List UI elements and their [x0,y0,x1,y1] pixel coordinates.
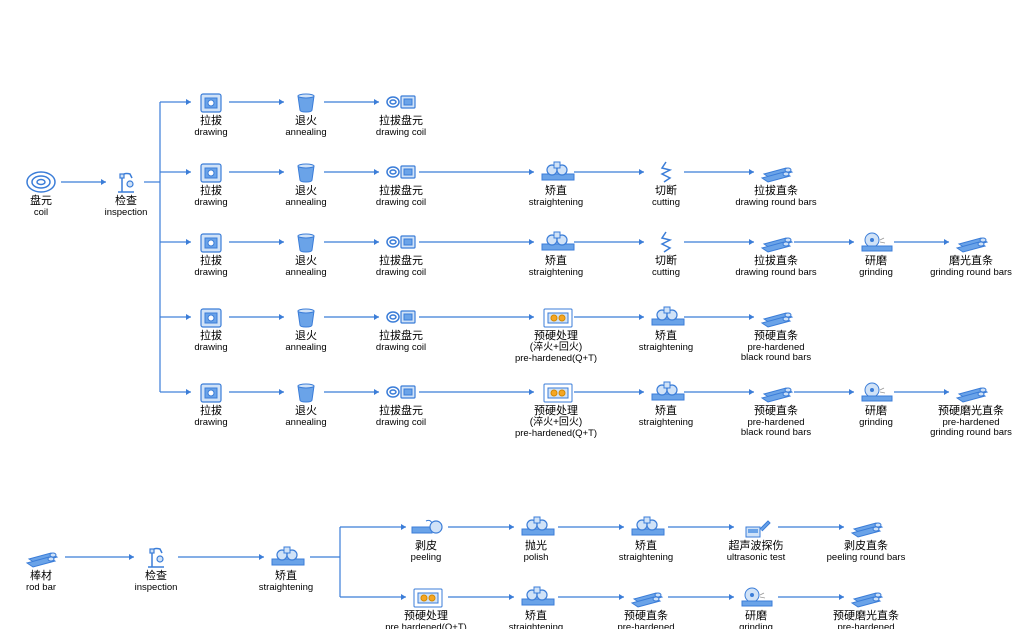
svg-text:拉拔盘元: 拉拔盘元 [379,113,423,127]
svg-text:矫直: 矫直 [545,183,567,197]
svg-text:ultrasonic test: ultrasonic test [727,552,786,563]
svg-text:rod bar: rod bar [26,582,56,593]
svg-text:grinding: grinding [859,417,893,428]
svg-text:pre-hardened: pre-hardened [617,622,674,629]
svg-text:抛光: 抛光 [525,538,547,552]
svg-text:研磨: 研磨 [745,609,767,622]
svg-text:拉拔直条: 拉拔直条 [754,183,798,197]
svg-text:drawing: drawing [194,197,227,208]
svg-text:black round bars: black round bars [741,427,811,438]
svg-text:退火: 退火 [295,404,317,417]
svg-text:拉拔: 拉拔 [200,328,222,342]
svg-text:straightening: straightening [529,197,583,208]
svg-text:(淬火+回火): (淬火+回火) [530,340,583,353]
svg-text:cutting: cutting [652,197,680,208]
svg-text:超声波探伤: 超声波探伤 [729,538,784,552]
svg-text:拉拔盘元: 拉拔盘元 [379,253,423,267]
svg-text:矫直: 矫直 [525,608,547,622]
svg-text:研磨: 研磨 [865,404,887,417]
svg-text:剥皮: 剥皮 [415,539,437,552]
svg-text:inspection: inspection [135,582,178,593]
svg-text:切断: 切断 [655,253,677,267]
svg-text:棒材: 棒材 [30,568,52,582]
svg-text:drawing coil: drawing coil [376,417,426,428]
svg-text:检查: 检查 [145,568,167,582]
svg-text:drawing: drawing [194,267,227,278]
svg-text:coil: coil [34,207,48,218]
svg-text:peeling round bars: peeling round bars [827,552,906,563]
svg-text:pre-hardened(Q+T): pre-hardened(Q+T) [515,353,597,364]
svg-text:straightening: straightening [529,267,583,278]
svg-text:预硬磨光直条: 预硬磨光直条 [833,608,899,622]
svg-text:预硬处理: 预硬处理 [404,609,448,622]
svg-text:annealing: annealing [285,127,326,138]
svg-text:预硬处理: 预硬处理 [534,404,578,417]
svg-text:拉拔盘元: 拉拔盘元 [379,328,423,342]
svg-text:检查: 检查 [115,193,137,207]
svg-text:pre-hardened(Q+T): pre-hardened(Q+T) [515,428,597,439]
svg-text:(淬火+回火): (淬火+回火) [530,415,583,428]
svg-text:磨光直条: 磨光直条 [949,253,993,267]
svg-text:退火: 退火 [295,329,317,342]
svg-text:预硬直条: 预硬直条 [754,403,798,417]
svg-text:预硬磨光直条: 预硬磨光直条 [938,403,1004,417]
svg-text:annealing: annealing [285,417,326,428]
svg-text:drawing coil: drawing coil [376,267,426,278]
svg-text:剥皮直条: 剥皮直条 [844,538,888,552]
svg-text:矫直: 矫直 [655,328,677,342]
svg-text:straightening: straightening [509,622,563,629]
svg-text:straightening: straightening [639,342,693,353]
svg-text:矫直: 矫直 [655,403,677,417]
svg-text:straightening: straightening [259,582,313,593]
svg-text:拉拔: 拉拔 [200,183,222,197]
svg-text:拉拔盘元: 拉拔盘元 [379,183,423,197]
svg-text:grinding: grinding [859,267,893,278]
svg-text:annealing: annealing [285,267,326,278]
svg-text:拉拔: 拉拔 [200,113,222,127]
svg-text:drawing round bars: drawing round bars [735,197,817,208]
svg-text:矫直: 矫直 [545,253,567,267]
svg-text:black round bars: black round bars [741,352,811,363]
flowchart-svg: 盘元coil检查inspection拉拔drawing退火annealing拉拔… [10,10,1023,629]
svg-text:研磨: 研磨 [865,254,887,267]
svg-text:退火: 退火 [295,114,317,127]
svg-text:pre-hardened: pre-hardened [837,622,894,629]
svg-text:drawing: drawing [194,342,227,353]
svg-text:切断: 切断 [655,183,677,197]
svg-text:grinding: grinding [739,622,773,629]
svg-text:peeling: peeling [411,552,442,563]
svg-text:drawing: drawing [194,127,227,138]
svg-text:退火: 退火 [295,184,317,197]
svg-text:inspection: inspection [105,207,148,218]
svg-text:pre hardened(Q+T): pre hardened(Q+T) [385,622,467,629]
svg-text:矫直: 矫直 [275,568,297,582]
svg-text:straightening: straightening [639,417,693,428]
svg-text:拉拔直条: 拉拔直条 [754,253,798,267]
svg-text:矫直: 矫直 [635,538,657,552]
svg-text:盘元: 盘元 [30,193,52,207]
svg-text:退火: 退火 [295,254,317,267]
process-flowchart: 盘元coil检查inspection拉拔drawing退火annealing拉拔… [10,10,1023,629]
svg-text:cutting: cutting [652,267,680,278]
svg-text:drawing coil: drawing coil [376,342,426,353]
svg-text:预硬直条: 预硬直条 [624,608,668,622]
svg-text:annealing: annealing [285,342,326,353]
svg-text:drawing coil: drawing coil [376,127,426,138]
svg-text:grinding round bars: grinding round bars [930,427,1012,438]
svg-text:drawing coil: drawing coil [376,197,426,208]
svg-text:拉拔: 拉拔 [200,253,222,267]
svg-text:drawing: drawing [194,417,227,428]
svg-text:straightening: straightening [619,552,673,563]
svg-text:拉拔: 拉拔 [200,403,222,417]
svg-text:预硬处理: 预硬处理 [534,329,578,342]
svg-text:annealing: annealing [285,197,326,208]
svg-text:拉拔盘元: 拉拔盘元 [379,403,423,417]
svg-text:polish: polish [524,552,549,563]
svg-text:drawing round bars: drawing round bars [735,267,817,278]
svg-text:预硬直条: 预硬直条 [754,328,798,342]
svg-text:grinding round bars: grinding round bars [930,267,1012,278]
